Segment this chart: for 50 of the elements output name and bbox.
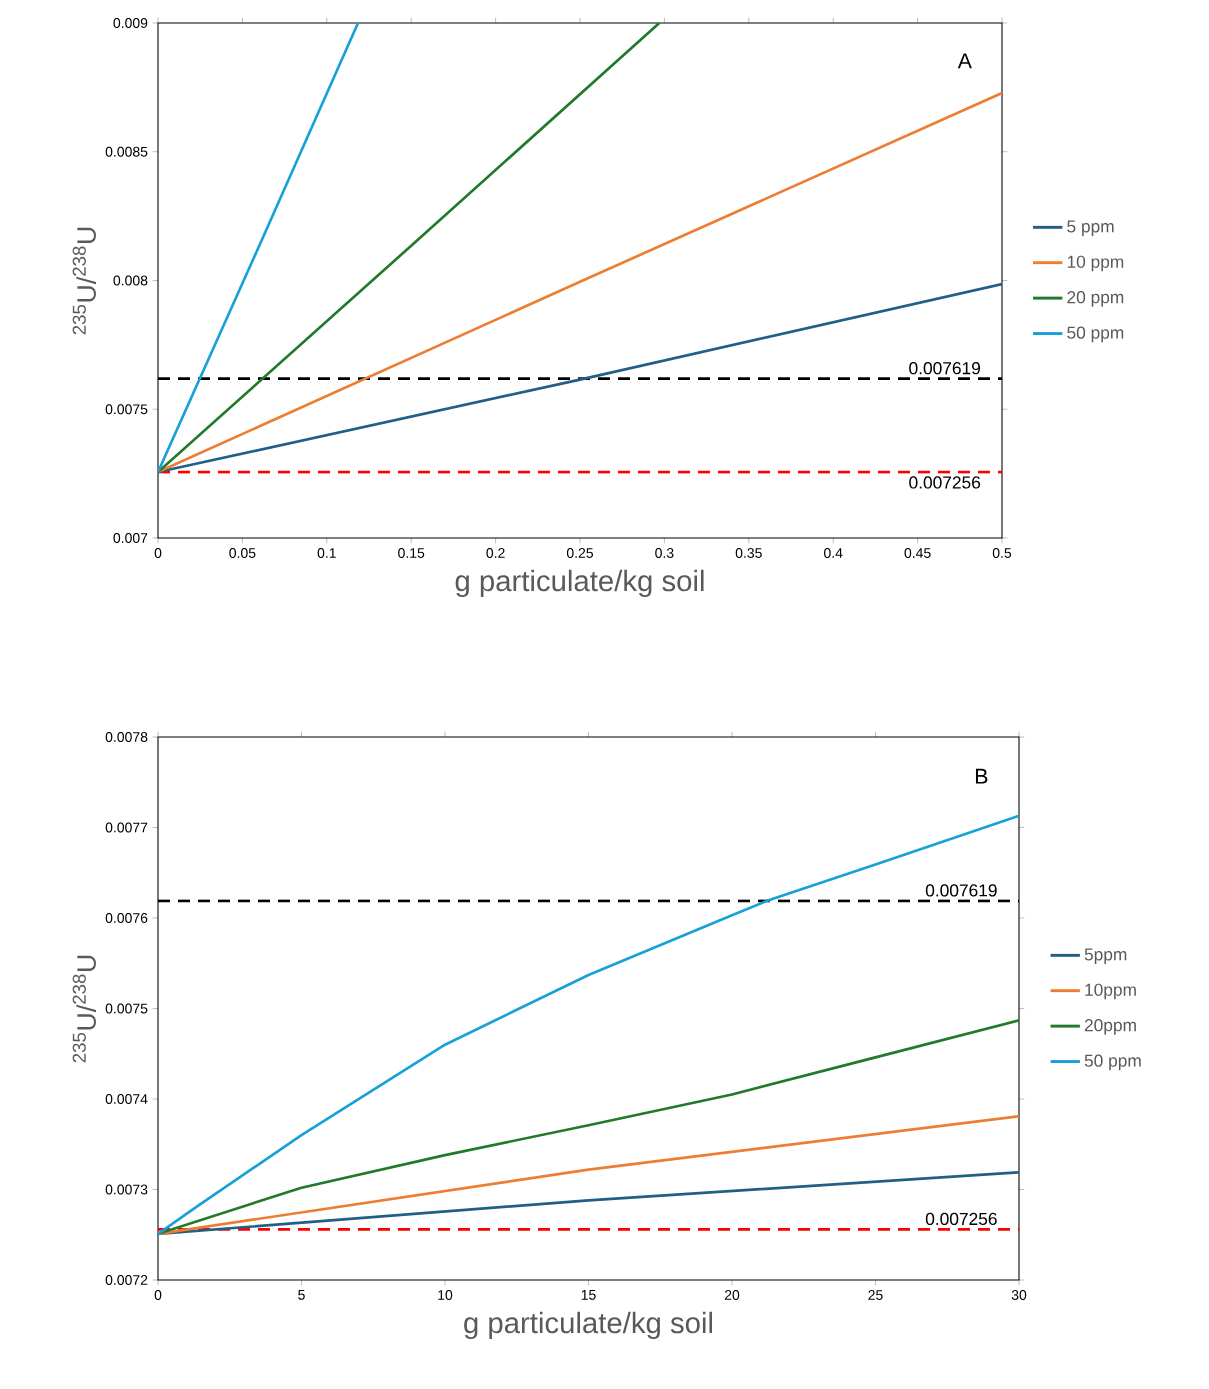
x-tick-label: 20 [724,1290,740,1300]
legend-label: 20 ppm [1067,291,1124,307]
y-tick-label: 0.0075 [105,404,148,415]
legend-label: 50 ppm [1084,1054,1141,1071]
x-tick-label: 25 [868,1290,883,1300]
legend-label: 10 ppm [1067,255,1124,272]
annotation: A [957,53,972,69]
x-tick-label: 0.05 [229,548,256,558]
legend-label: 10ppm [1085,983,1136,1000]
x-axis-title: g particulate/kg soil [455,569,704,598]
annotation: B [975,768,988,784]
y-tick-label: 0.0078 [105,732,148,742]
y-axis-title: $^{235}$U/$^{238}$U [72,227,96,335]
x-tick-label: 10 [438,1290,453,1300]
x-tick-label: 0.3 [655,548,674,558]
y-axis-title: $^{235}$U/$^{238}$U [72,955,96,1063]
y-tick-label: 0.0085 [105,146,148,157]
x-tick-label: 15 [581,1290,596,1300]
line-series [158,1018,1019,1236]
ref-line-label: 0.007619 [909,362,981,375]
y-tick-label: 0.0076 [105,913,148,923]
ref-line-label: 0.007619 [925,884,997,897]
x-tick-label: 0.1 [317,548,336,558]
line-series [158,814,1019,1236]
x-tick-label: 0 [154,1290,162,1300]
x-tick-label: 0.35 [735,548,762,558]
y-tick-label: 0.009 [113,18,148,28]
y-tick-label: 0.0072 [105,1275,148,1285]
legend-label: 50 ppm [1067,326,1124,343]
x-tick-label: 0.2 [486,548,505,558]
x-tick-label: 0.45 [904,548,931,558]
y-tick-label: 0.0073 [105,1184,148,1195]
x-tick-label: 0 [154,548,162,558]
legend-label: 5ppm [1084,948,1127,964]
y-tick-label: 0.0074 [105,1094,148,1104]
ref-line-label: 0.007256 [925,1212,997,1226]
x-tick-label: 0.4 [824,548,843,558]
legend-label: 5 ppm [1067,220,1114,236]
x-tick-label: 0.25 [566,548,594,558]
x-tick-label: 0.5 [992,548,1012,558]
ref-line-label: 0.007256 [909,476,981,489]
y-tick-label: 0.0075 [105,1003,148,1014]
x-tick-label: 0.15 [398,548,425,558]
x-axis-title: g particulate/kg soil [464,1311,713,1340]
y-tick-label: 0.008 [113,275,148,286]
y-tick-label: 0.0077 [105,822,148,833]
legend-label: 20ppm [1084,1019,1136,1035]
x-tick-label: 5 [298,1290,305,1300]
y-tick-label: 0.007 [113,533,148,543]
x-tick-label: 30 [1011,1290,1027,1300]
